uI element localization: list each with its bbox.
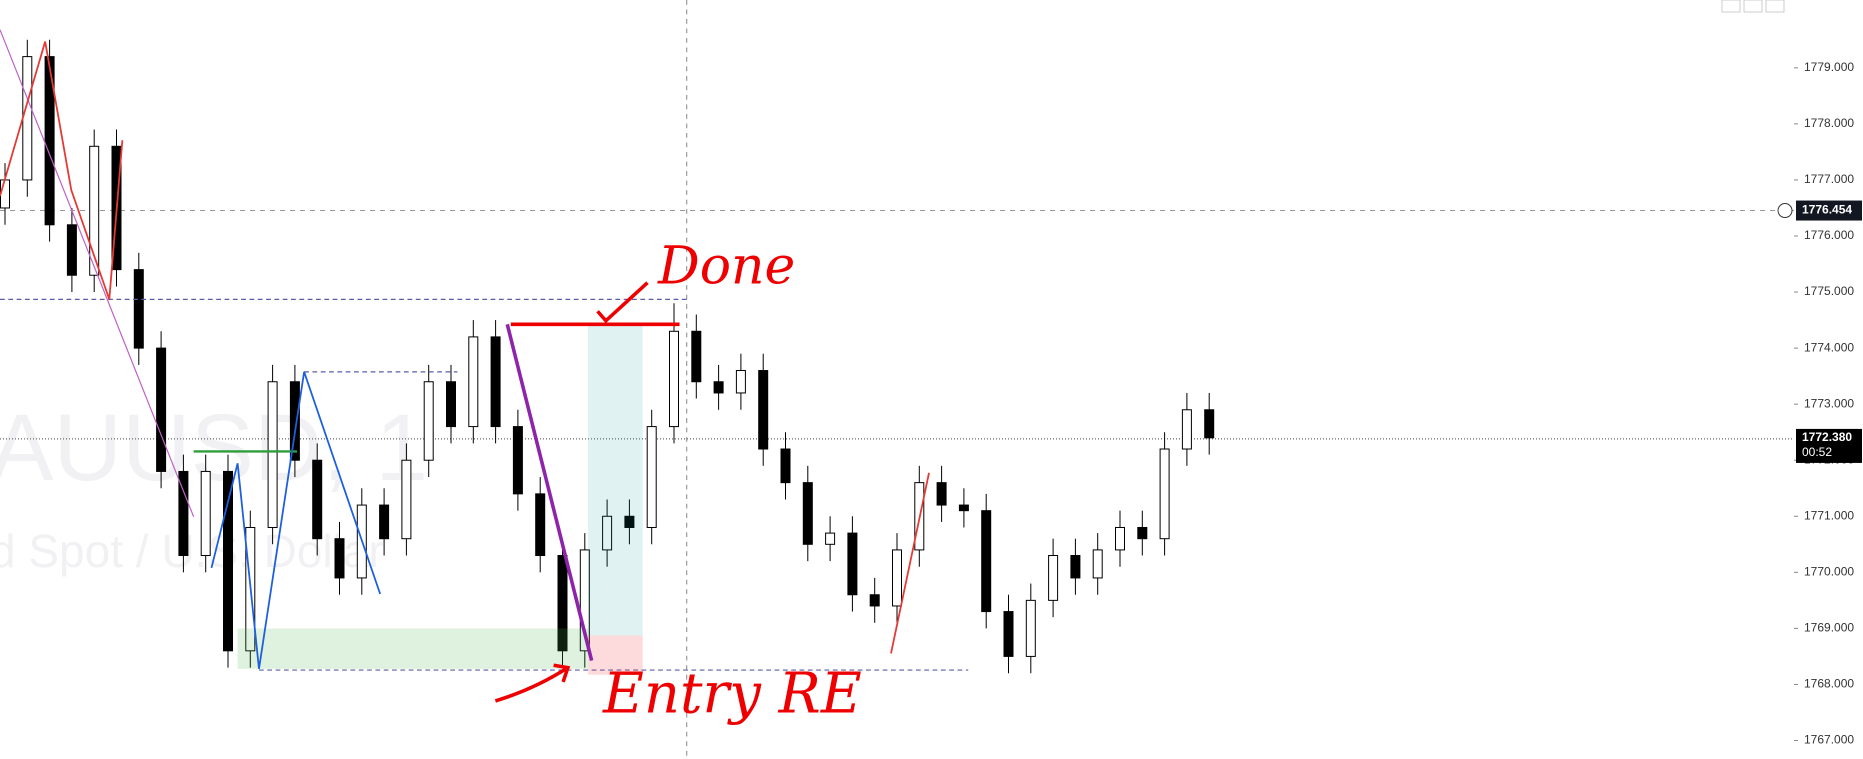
price-axis: 1767.000 1768.000 1769.000 1770.000 1771.000… xyxy=(1777,60,1862,747)
candle-body xyxy=(334,538,345,579)
y-tick-label: 1771.000 xyxy=(1804,508,1854,522)
candle-body xyxy=(289,381,300,461)
candle-body xyxy=(44,56,55,226)
candle-body xyxy=(423,381,434,461)
plot xyxy=(0,39,1794,674)
candle-body xyxy=(490,336,501,428)
zigzag xyxy=(890,472,930,654)
annotation: Done xyxy=(657,237,795,297)
drawings xyxy=(0,0,969,759)
watermark: AUUSD, 1 xyxy=(0,395,428,501)
y-tick-label: 1767.000 xyxy=(1804,733,1854,747)
annotation: Entry RE xyxy=(602,662,862,727)
target-zone xyxy=(588,324,643,636)
crosshair-plus xyxy=(1777,203,1793,219)
candle-body xyxy=(758,370,769,450)
candle-body xyxy=(401,459,412,540)
candle-body xyxy=(646,426,657,528)
zigzag xyxy=(0,41,124,300)
y-tick-label: 1775.000 xyxy=(1804,284,1854,298)
candle-body xyxy=(1204,409,1215,439)
candle-body xyxy=(1048,555,1059,601)
candle-body xyxy=(958,504,969,512)
y-tick-label: 1773.000 xyxy=(1804,396,1854,410)
y-tick-label: 1777.000 xyxy=(1804,172,1854,186)
candle-body xyxy=(156,347,167,472)
candle-body xyxy=(669,330,679,428)
candle-body xyxy=(512,426,523,495)
y-tick-label: 1769.000 xyxy=(1804,621,1854,635)
candle-body xyxy=(1092,549,1103,579)
candle-body xyxy=(735,370,746,394)
candle-body xyxy=(1025,599,1036,657)
tool-button[interactable] xyxy=(1743,0,1763,13)
candle-body xyxy=(557,555,568,652)
candle-body xyxy=(869,594,880,607)
arrow xyxy=(494,663,571,703)
candle-body xyxy=(267,381,278,528)
candle-body xyxy=(379,504,390,540)
demand-zone xyxy=(237,628,589,669)
candle-body xyxy=(446,381,456,428)
check-mark xyxy=(596,281,649,324)
candle-body xyxy=(1159,448,1170,540)
candle-body xyxy=(780,448,791,484)
crosshair-price-label: 1776.454 xyxy=(1802,203,1852,217)
candle-body xyxy=(847,532,858,596)
toolbar xyxy=(1721,0,1785,13)
candle-body xyxy=(713,381,724,394)
y-tick-label: 1778.000 xyxy=(1804,116,1854,130)
zigzag xyxy=(210,371,382,669)
y-tick-label: 1779.000 xyxy=(1804,60,1854,74)
candle-body xyxy=(624,515,635,528)
tool-button[interactable] xyxy=(1765,0,1785,13)
candle-body xyxy=(0,179,10,209)
y-tick-label: 1768.000 xyxy=(1804,677,1854,691)
candle-body xyxy=(223,470,233,652)
trend-line xyxy=(0,29,195,517)
candle-body xyxy=(22,56,33,181)
candle-body xyxy=(1137,526,1148,540)
candle-body xyxy=(535,493,546,557)
y-tick-label: 1776.000 xyxy=(1804,228,1854,242)
candle-body xyxy=(892,549,902,607)
y-tick-label: 1774.000 xyxy=(1804,340,1854,354)
candle-body xyxy=(825,532,836,545)
candle-body xyxy=(579,549,590,652)
candle-body xyxy=(602,515,613,551)
candle-body xyxy=(89,145,100,276)
last-price-label: 1772.380 xyxy=(1802,430,1852,444)
stop-zone xyxy=(588,635,643,675)
candle-body xyxy=(1181,409,1192,450)
price-label-bg xyxy=(1796,428,1862,463)
candle-body xyxy=(936,482,947,506)
candle-body xyxy=(312,459,323,540)
candle-body xyxy=(133,269,144,349)
candle-body xyxy=(1115,526,1125,551)
tool-button[interactable] xyxy=(1721,0,1741,13)
candle-body xyxy=(468,336,479,428)
candle-body xyxy=(1003,611,1014,657)
impulse-line xyxy=(505,323,594,661)
candle-body xyxy=(691,330,702,383)
price-label-bg xyxy=(1796,200,1862,221)
candle-body xyxy=(981,510,992,613)
candle-body xyxy=(200,470,211,557)
y-tick-label: 1770.000 xyxy=(1804,565,1854,579)
countdown: 00:52 xyxy=(1802,445,1832,459)
candle-body xyxy=(66,224,77,276)
candle-body xyxy=(178,470,189,557)
candle-body xyxy=(802,482,813,545)
candle-body xyxy=(1070,555,1081,579)
watermark-sub: d Spot / U.S. Dollar xyxy=(0,525,384,577)
